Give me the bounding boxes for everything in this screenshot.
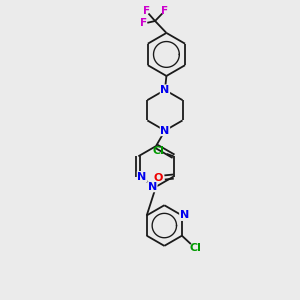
Text: N: N <box>160 85 170 95</box>
Text: N: N <box>180 210 189 220</box>
Text: F: F <box>140 18 147 28</box>
Text: F: F <box>161 5 168 16</box>
Text: N: N <box>160 126 170 136</box>
Text: N: N <box>137 172 147 182</box>
Text: F: F <box>142 5 150 16</box>
Text: Cl: Cl <box>189 243 201 253</box>
Text: O: O <box>154 173 163 183</box>
Text: Cl: Cl <box>152 146 164 156</box>
Text: N: N <box>148 182 157 192</box>
